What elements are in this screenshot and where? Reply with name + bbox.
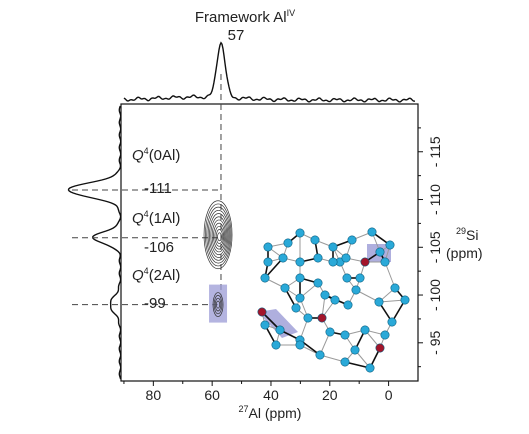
si-atom (400, 295, 410, 305)
si-atom (310, 235, 320, 245)
si-atom (375, 247, 385, 257)
contour-ring-q2al (215, 300, 221, 309)
si-peak-annotations: Q4(0Al) -111 Q4(1Al) -106 Q4(2Al) -99 (132, 146, 180, 312)
si-atom (351, 285, 361, 295)
y-tick-label: - 110 (427, 184, 443, 215)
si-atom (355, 273, 365, 283)
contour-ring-q1al (213, 222, 226, 250)
y-axis-title-unit: (ppm) (446, 245, 483, 261)
q4-2al-label: Q4(2Al) (132, 266, 180, 284)
si-atom (385, 240, 395, 250)
al-atom (257, 307, 267, 317)
si-atom (390, 283, 400, 293)
cross-peak-contours (203, 200, 233, 323)
q4-2al-value: -99 (144, 295, 166, 312)
al-atom (375, 343, 385, 353)
si-atom (387, 317, 397, 327)
al-atom (360, 257, 370, 267)
si-atom (275, 325, 285, 335)
si-atom (295, 273, 305, 283)
q4-1al-label: Q4(1Al) (132, 209, 180, 227)
plot-frame (120, 103, 419, 382)
al-projection-spectrum (123, 41, 416, 103)
si-atom (260, 273, 270, 283)
x-axis-title: 27Al (ppm) (239, 404, 302, 421)
x-tick-label: 80 (146, 387, 162, 403)
q4-0al-value: -111 (144, 180, 172, 197)
si-atom (295, 293, 305, 303)
contour-ring-q2al (213, 295, 223, 315)
si-atom (295, 340, 305, 350)
y-axis-ticks: - 95 - 100 - 105 - 110 - 115 (418, 127, 443, 368)
si-atom (315, 350, 325, 360)
y-axis-title: 29Si (456, 226, 478, 243)
si-atom (341, 253, 351, 263)
si-atom (313, 278, 323, 288)
si-atom (328, 242, 338, 252)
al-atom (317, 313, 327, 323)
si-atom (365, 363, 375, 373)
si-atom (313, 253, 323, 263)
contour-ring-q1al (203, 200, 233, 270)
highlight-box-q2al (209, 284, 228, 323)
si-atom (278, 253, 288, 263)
y-tick-label: - 115 (427, 136, 443, 167)
framework-bond (384, 261, 396, 289)
y-tick-label: - 100 (427, 279, 443, 311)
si-atom (260, 320, 270, 330)
contour-ring-q2al (214, 297, 222, 312)
highlight-al-pair-left (258, 309, 298, 338)
si-atom (367, 227, 377, 237)
contour-ring-q2al (212, 292, 224, 317)
si-atom (263, 257, 273, 267)
x-axis-ticks: 80 60 40 20 0 (123, 381, 393, 403)
si-atom (347, 235, 357, 245)
si-atom (303, 313, 313, 323)
si-atom (350, 345, 360, 355)
contour-ring-q1al (210, 216, 228, 256)
si-atom (320, 290, 330, 300)
contour-ring-q1al (207, 209, 230, 261)
contour-ring-q1al (206, 206, 231, 264)
contour-ring-q1al (217, 232, 222, 242)
framework-al-peak-value: 57 (228, 27, 245, 44)
si-atom (295, 257, 305, 267)
contour-ring-q1al (211, 219, 227, 253)
si-projection-spectrum (67, 105, 122, 380)
x-tick-label: 20 (322, 387, 338, 403)
guide-lines (72, 74, 222, 306)
si-atom (330, 295, 340, 305)
y-tick-label: - 95 (427, 331, 443, 355)
q4-0al-label: Q4(0Al) (132, 146, 180, 164)
si-atom (340, 330, 350, 340)
si-atom (360, 325, 370, 335)
si-atom (380, 330, 390, 340)
zeolite-framework-illustration (257, 227, 410, 373)
si-atom (380, 257, 390, 267)
x-tick-label: 40 (263, 387, 279, 403)
si-atom (374, 297, 384, 307)
si-atom (271, 340, 281, 350)
si-atom (328, 257, 338, 267)
si-atom (340, 357, 350, 367)
framework-al-label: Framework AlIV (195, 8, 295, 26)
si-atom (343, 300, 353, 310)
contour-ring-q1al (209, 213, 229, 258)
contour-ring-q1al (215, 229, 223, 244)
contour-ring-q1al (214, 225, 224, 247)
si-atom (295, 228, 305, 238)
si-atom (291, 303, 301, 313)
y-tick-label: - 105 (427, 231, 443, 263)
x-tick-label: 0 (385, 387, 393, 403)
si-atom (325, 327, 335, 337)
x-tick-label: 60 (204, 387, 220, 403)
si-atom (342, 273, 352, 283)
si-atom (280, 283, 290, 293)
q4-1al-value: -106 (144, 239, 174, 256)
si-atom (263, 242, 273, 252)
si-atom (283, 238, 293, 248)
contour-ring-q1al (205, 203, 232, 267)
